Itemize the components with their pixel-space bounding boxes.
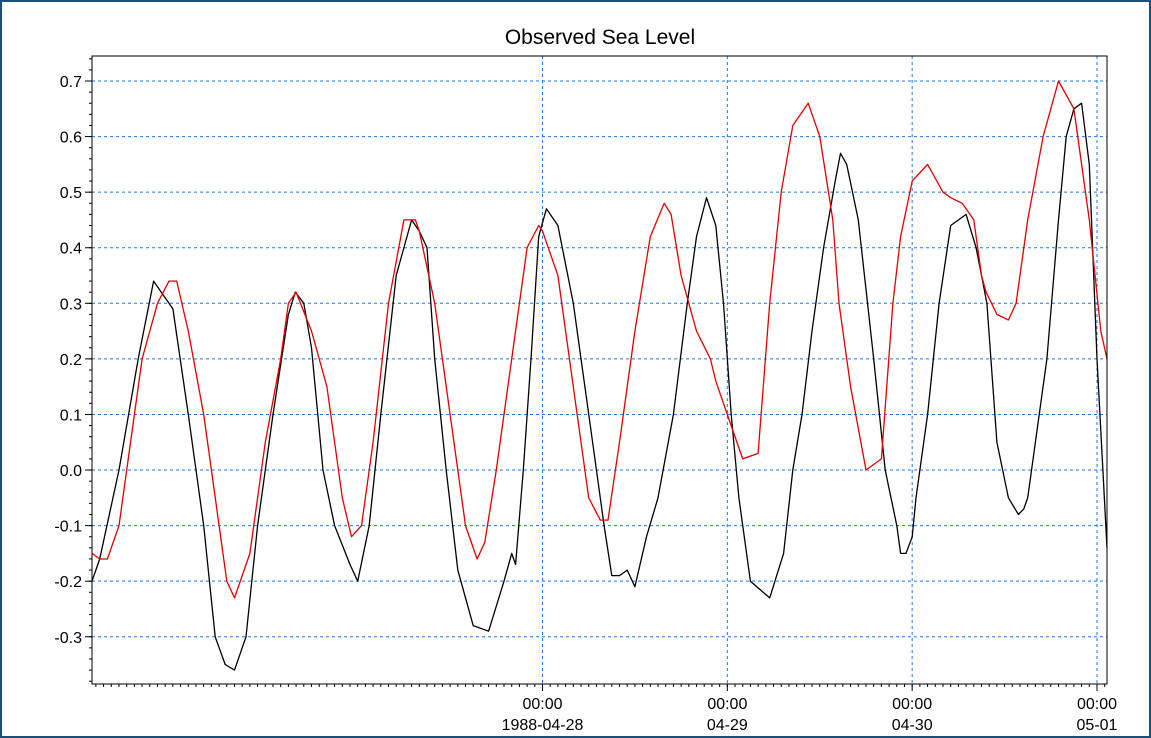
x-tick-date-label: 04-30 [892,717,933,734]
series-line-black [92,103,1107,670]
x-tick-time-label: 00:00 [522,696,562,713]
y-tick-label: 0.0 [60,463,82,480]
y-tick-label: 0.3 [60,296,82,313]
y-tick-label: -0.1 [54,519,82,536]
series-line-red [92,81,1107,598]
y-tick-label: 0.7 [60,74,82,91]
x-tick-time-label: 00:00 [1077,696,1117,713]
y-tick-label: -0.3 [54,630,82,647]
x-tick-date-label: 1988-04-28 [502,717,584,734]
y-tick-label: 0.4 [60,241,82,258]
y-tick-label: -0.2 [54,574,82,591]
x-tick-date-label: 04-29 [707,717,748,734]
y-tick-label: 0.2 [60,352,82,369]
plot-area-border [92,56,1107,684]
x-tick-time-label: 00:00 [892,696,932,713]
x-tick-date-label: 05-01 [1077,717,1118,734]
x-tick-time-label: 00:00 [707,696,747,713]
series-lines [92,81,1107,670]
grid-lines [92,56,1107,684]
y-tick-label: 0.5 [60,185,82,202]
y-tick-label: 0.6 [60,130,82,147]
chart-title: Observed Sea Level [505,26,695,49]
y-tick-label: 0.1 [60,407,82,424]
